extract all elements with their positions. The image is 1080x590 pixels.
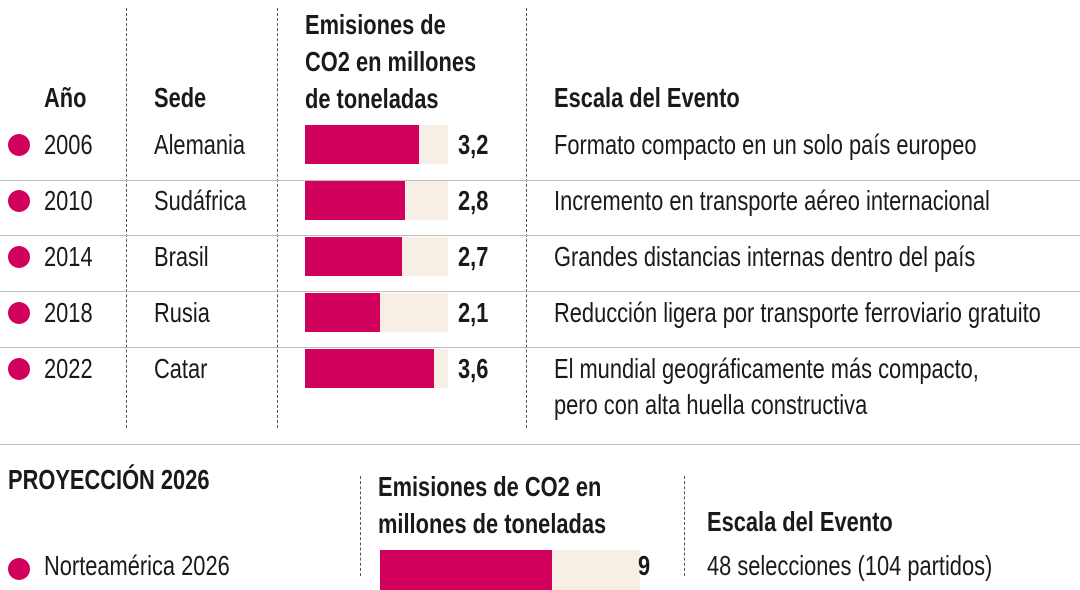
row-bar-track — [305, 125, 448, 164]
bar-2014 — [305, 237, 402, 276]
row-year: 2010 — [44, 185, 93, 216]
header-year: Año — [44, 82, 87, 113]
projection-scale-header: Escala del Evento — [707, 506, 893, 537]
row-dot — [8, 358, 30, 380]
section-divider — [0, 444, 1080, 445]
row-value-label: 3,2 — [458, 129, 489, 160]
divider-emissions-scale — [526, 8, 527, 428]
row-dot — [8, 134, 30, 156]
row-year: 2014 — [44, 241, 93, 272]
bar-2018 — [305, 293, 381, 332]
projection-bar-track — [380, 550, 640, 590]
row-dot — [8, 246, 30, 268]
row-value-label: 3,6 — [458, 353, 489, 384]
row-year: 2006 — [44, 129, 93, 160]
divider-venue-emissions — [277, 8, 278, 428]
row-scale-text: Incremento en transporte aéreo internaci… — [554, 185, 990, 216]
row-scale-text-line-2: pero con alta huella constructiva — [554, 389, 868, 420]
row-venue: Catar — [154, 353, 208, 384]
row-scale-text: Reducción ligera por transporte ferrovia… — [554, 297, 1041, 328]
row-bar-track — [305, 293, 448, 332]
divider-year-venue — [126, 8, 127, 428]
projection-emissions-line-2: millones de toneladas — [378, 508, 607, 539]
row-scale-text: El mundial geográficamente más compacto, — [554, 353, 979, 384]
row-venue: Rusia — [154, 297, 210, 328]
row-year: 2022 — [44, 353, 93, 384]
projection-title: PROYECCIÓN 2026 — [8, 464, 210, 495]
row-venue: Alemania — [154, 129, 246, 160]
header-emissions-line-1: Emisiones de — [305, 9, 446, 40]
header-venue: Sede — [154, 82, 207, 113]
projection-value-label: 9 — [638, 550, 651, 581]
row-bar-track — [305, 237, 448, 276]
projection-divider-right — [684, 476, 685, 576]
projection-row-label: Norteamérica 2026 — [44, 550, 230, 581]
header-scale: Escala del Evento — [554, 82, 740, 113]
header-emissions: Emisiones de CO2 en millones de tonelada… — [305, 6, 476, 117]
row-venue: Sudáfrica — [154, 185, 247, 216]
projection-divider-left — [360, 476, 361, 576]
row-separator — [0, 347, 1080, 348]
row-value-label: 2,1 — [458, 297, 489, 328]
projection-bar — [380, 550, 552, 590]
row-venue: Brasil — [154, 241, 209, 272]
row-bar-track — [305, 181, 448, 220]
row-value-label: 2,7 — [458, 241, 489, 272]
bar-2010 — [305, 181, 406, 220]
row-dot — [8, 302, 30, 324]
row-separator — [0, 291, 1080, 292]
row-scale-text: Formato compacto en un solo país europeo — [554, 129, 977, 160]
projection-scale-text: 48 selecciones (104 partidos) — [707, 550, 993, 581]
row-year: 2018 — [44, 297, 93, 328]
row-separator — [0, 235, 1080, 236]
header-emissions-line-2: CO2 en millones — [305, 46, 477, 77]
row-value-label: 2,8 — [458, 185, 489, 216]
header-emissions-line-3: de toneladas — [305, 83, 439, 114]
row-dot — [8, 190, 30, 212]
projection-emissions-header: Emisiones de CO2 en millones de tonelada… — [378, 468, 606, 542]
bar-2006 — [305, 125, 420, 164]
projection-emissions-line-1: Emisiones de CO2 en — [378, 471, 602, 502]
row-separator — [0, 180, 1080, 181]
row-bar-track — [305, 349, 448, 388]
projection-dot — [8, 558, 30, 580]
bar-2022 — [305, 349, 434, 388]
row-scale-text: Grandes distancias internas dentro del p… — [554, 241, 976, 272]
